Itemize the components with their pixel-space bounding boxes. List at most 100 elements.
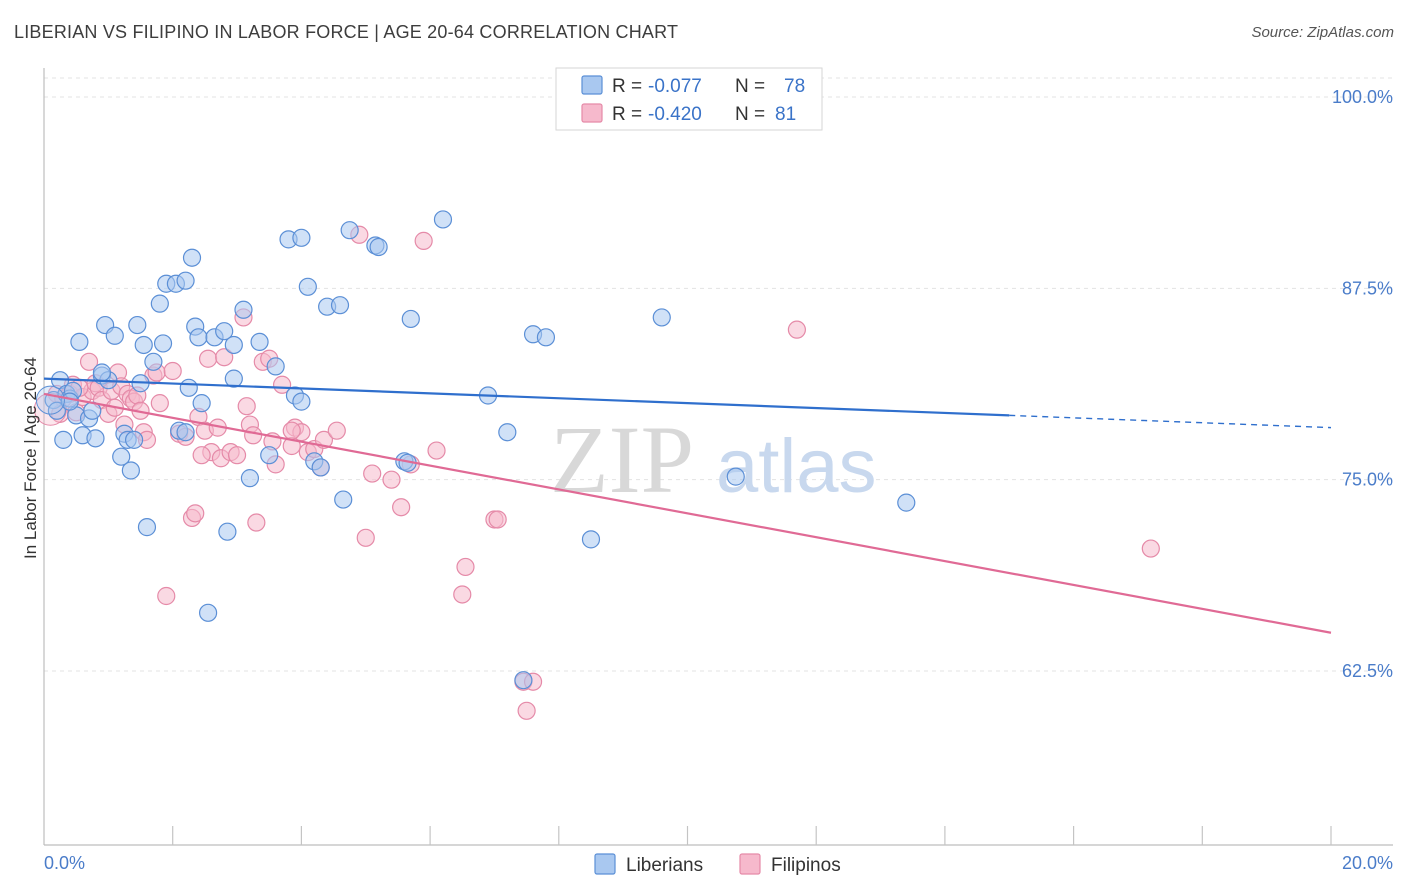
filipino-point: [282, 421, 301, 440]
top-legend: R = -0.077 N = 78 R = -0.420 N = 81: [555, 67, 823, 131]
liberian-point: [340, 221, 359, 240]
x-tick-label-1: 20.0%: [1342, 853, 1393, 873]
y-tick-label: 75.0%: [1342, 470, 1393, 490]
liberian-point: [35, 385, 65, 415]
liberian-point: [218, 522, 237, 541]
liberian-point: [112, 447, 131, 466]
liberian-point: [192, 394, 211, 413]
filipino-point: [157, 586, 176, 606]
filipino-point: [237, 397, 256, 416]
axes: [43, 68, 1393, 846]
filipino-point: [356, 528, 375, 547]
filipino-point: [456, 557, 475, 577]
liberian-point: [134, 335, 153, 355]
liberian-point: [189, 328, 208, 347]
filipino-point: [488, 510, 507, 529]
filipino-point: [150, 394, 169, 413]
liberian-point: [121, 461, 140, 480]
liberian-point: [70, 332, 89, 352]
watermark-zip: ZIP: [550, 406, 694, 513]
liberian-point: [401, 309, 420, 329]
y-tick-label: 100.0%: [1332, 87, 1393, 107]
filipinos-trend-line: [43, 392, 1332, 634]
liberian-point: [224, 369, 243, 388]
legend-n-label-1: N =: [735, 76, 765, 97]
bottom-legend-swatch-liberians: [594, 853, 616, 875]
liberians-trend-extension: [1009, 414, 1332, 429]
liberian-point: [581, 530, 601, 549]
liberian-point: [215, 322, 234, 341]
legend-swatch-filipinos: [581, 103, 603, 123]
bottom-legend-swatch-filipinos: [739, 853, 761, 875]
filipino-point: [215, 348, 234, 367]
x-tick-label-0: 0.0%: [44, 853, 85, 873]
legend-r-value-2: -0.420: [648, 104, 702, 125]
bottom-legend: Liberians Filipinos: [594, 853, 841, 876]
filipino-point: [327, 421, 346, 440]
legend-r-label-2: R =: [612, 104, 642, 125]
watermark-atlas: atlas: [716, 424, 877, 509]
y-axis-title: In Labor Force | Age 20-64: [21, 357, 40, 559]
liberian-point: [240, 469, 260, 488]
filipino-point: [192, 446, 211, 465]
liberian-point: [92, 363, 112, 382]
trend-lines: [43, 377, 1332, 634]
liberian-point: [311, 458, 330, 477]
liberian-point: [292, 228, 311, 247]
liberian-point: [198, 603, 218, 622]
filipino-point: [227, 446, 247, 465]
liberian-point: [234, 300, 253, 319]
liberian-point: [330, 296, 350, 315]
liberian-point: [128, 315, 147, 335]
legend-n-value-1: 78: [784, 76, 805, 97]
filipino-point: [382, 470, 401, 489]
liberian-point: [334, 490, 353, 509]
liberians-trend-line: [43, 377, 1010, 417]
y-tick-labels: 62.5% 75.0% 87.5% 100.0%: [1332, 87, 1393, 681]
liberian-point: [105, 326, 124, 345]
liberian-point: [176, 423, 195, 442]
filipino-point: [272, 375, 292, 394]
filipino-point: [186, 504, 205, 523]
liberian-point: [266, 357, 285, 376]
liberian-point: [224, 335, 243, 355]
legend-r-label-1: R =: [612, 76, 642, 97]
filipino-point: [517, 701, 536, 720]
liberian-point: [433, 210, 453, 229]
legend-n-label-2: N =: [735, 104, 765, 125]
liberian-point: [150, 294, 169, 313]
liberian-point: [260, 446, 279, 465]
y-tick-label: 87.5%: [1342, 278, 1393, 298]
filipino-point: [453, 585, 472, 604]
filipino-point: [247, 513, 266, 532]
liberian-point: [47, 401, 66, 420]
liberian-point: [182, 248, 202, 267]
filipino-point: [427, 441, 446, 460]
liberian-point: [54, 430, 73, 449]
liberian-point: [176, 271, 195, 290]
filipino-point: [244, 426, 263, 445]
liberian-point: [179, 378, 198, 397]
filipino-point: [363, 464, 382, 483]
bottom-legend-label-filipinos: Filipinos: [771, 855, 841, 876]
liberian-point: [153, 334, 173, 353]
legend-swatch-liberians: [581, 75, 603, 95]
liberian-point: [536, 328, 556, 347]
filipino-point: [787, 320, 806, 339]
liberian-point: [652, 308, 671, 327]
source-label: Source: ZipAtlas.com: [1251, 24, 1394, 41]
chart-title: LIBERIAN VS FILIPINO IN LABOR FORCE | AG…: [14, 22, 679, 42]
x-ticks: [172, 826, 1332, 845]
liberian-point: [897, 493, 916, 512]
liberian-point: [726, 467, 745, 486]
filipino-point: [414, 231, 433, 250]
liberian-point: [498, 423, 517, 442]
filipino-point: [163, 361, 182, 381]
liberian-point: [137, 518, 157, 537]
liberian-point: [369, 237, 388, 257]
filipino-point: [79, 352, 99, 371]
liberian-point: [298, 277, 317, 296]
bottom-legend-label-liberians: Liberians: [626, 855, 703, 876]
filipino-point: [1141, 539, 1160, 558]
